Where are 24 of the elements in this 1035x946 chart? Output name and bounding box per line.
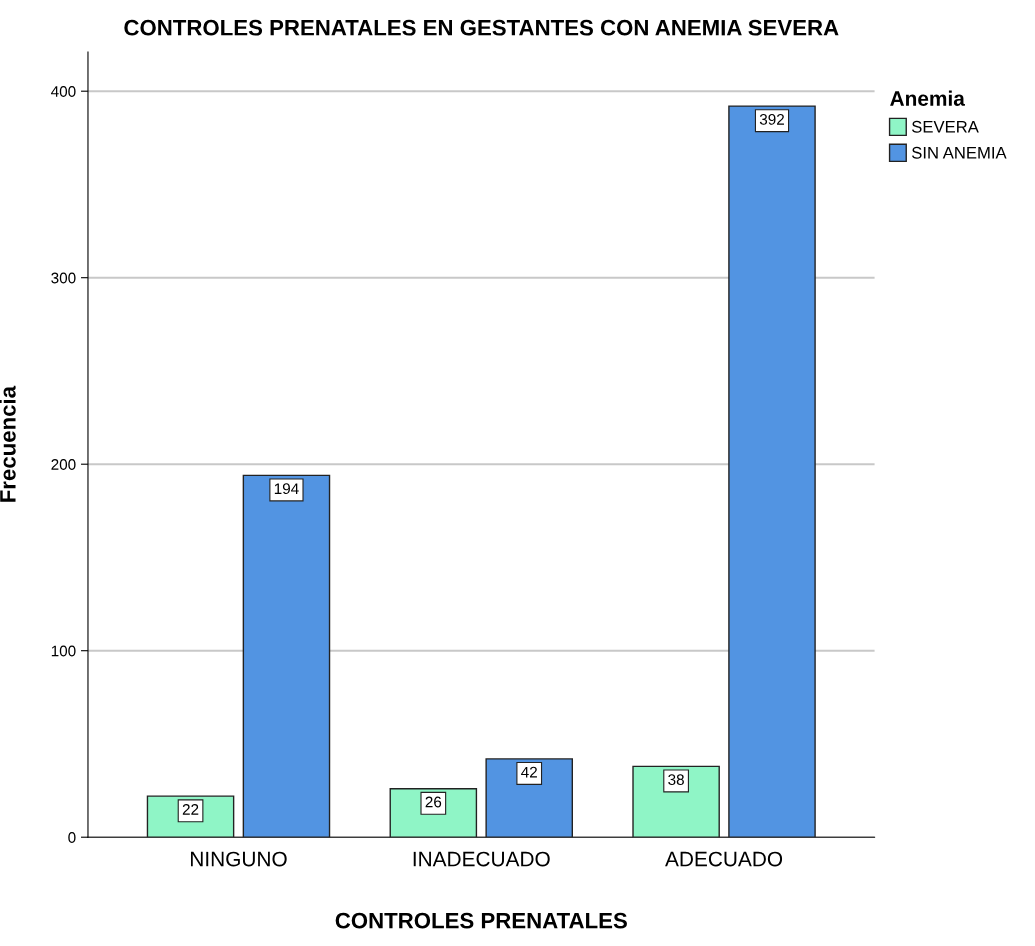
chart-title: CONTROLES PRENATALES EN GESTANTES CON ANEMIA SEVERA (124, 19, 839, 36)
y-tick-label: 300 (51, 272, 76, 284)
data-label: 42 (521, 766, 537, 778)
data-label: 22 (182, 804, 199, 815)
bar (485, 758, 574, 838)
y-tick-label: 0 (68, 832, 76, 843)
x-axis-title: CONTROLES PRENATALES (335, 912, 627, 929)
x-tick-label: ADECUADO (665, 851, 783, 867)
legend-label: SEVERA (912, 120, 979, 133)
y-axis-title: Frecuencia (0, 385, 16, 502)
y-tick-label: 100 (51, 645, 76, 657)
x-tick-label: NINGUNO (191, 851, 287, 867)
x-tick-label: INADECUADO (413, 851, 550, 867)
bar (242, 474, 331, 838)
bar (728, 105, 816, 838)
data-label: 194 (274, 483, 299, 495)
data-label: 26 (425, 796, 442, 808)
y-tick-label: 400 (51, 86, 76, 97)
bar (632, 765, 720, 838)
data-label: 38 (668, 774, 684, 786)
y-tick-label: 200 (51, 459, 76, 470)
legend-title: Anemia (890, 90, 965, 106)
legend-label: SIN ANEMIA (912, 146, 1007, 159)
data-label: 392 (759, 113, 784, 125)
